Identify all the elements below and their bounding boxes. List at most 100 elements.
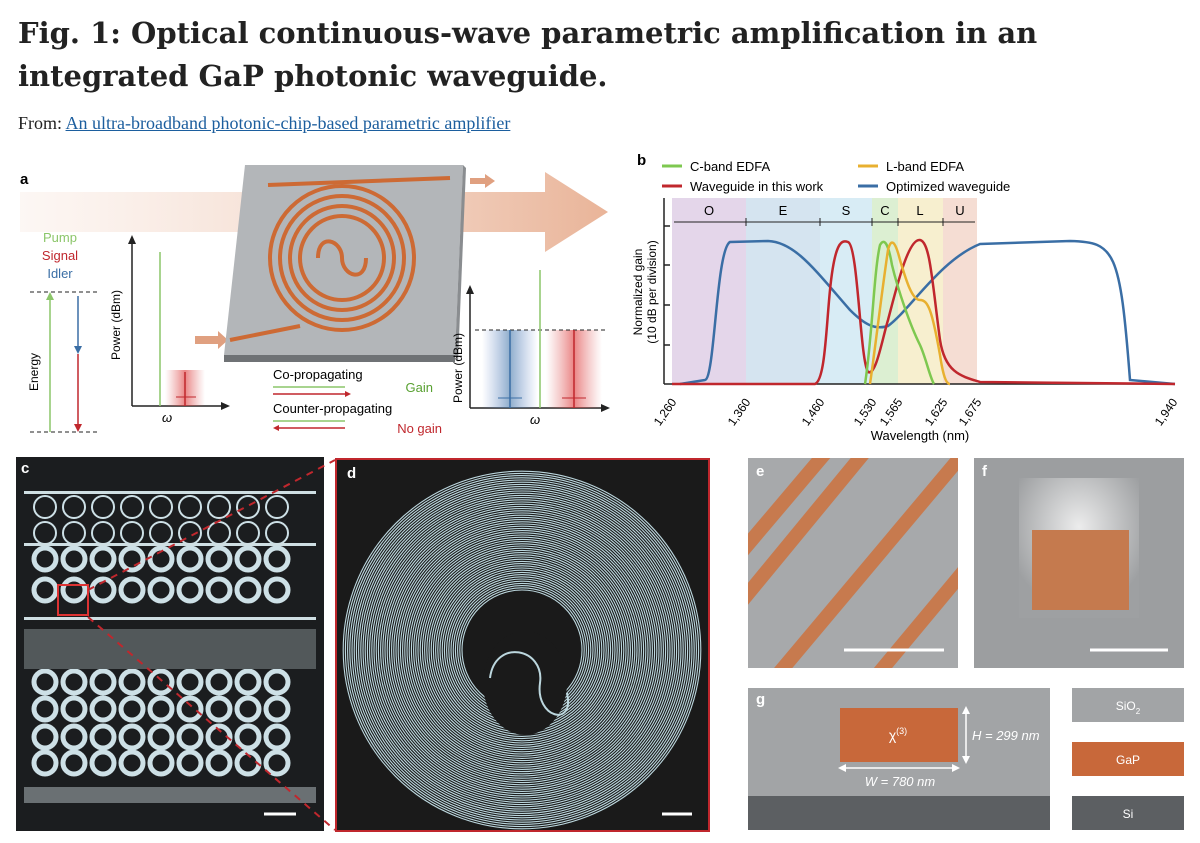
tick-1260: 1,260 (651, 395, 680, 428)
panel-f: f (974, 458, 1184, 668)
spiral-turn (355, 483, 689, 817)
spiral-turn (373, 501, 671, 799)
from-line: From: An ultra-broadband photonic-chip-b… (18, 113, 510, 134)
spiral-turn (344, 472, 700, 828)
x-axis-label: Wavelength (nm) (871, 428, 970, 443)
spiral-turn (408, 536, 636, 764)
spiral-turn (410, 538, 634, 762)
y-axis-label-1: Normalized gain (631, 249, 645, 336)
band-o (672, 198, 746, 384)
micro-ring (33, 495, 57, 519)
spiral-turn (388, 516, 656, 784)
spiral-turn (421, 549, 623, 751)
spiral-turn (415, 543, 629, 757)
tick-1565: 1,565 (877, 395, 906, 428)
spiral-turn (364, 492, 680, 808)
spiral-turn (417, 545, 627, 755)
spiral-turn (402, 530, 642, 770)
spiral-turn (360, 488, 684, 812)
counter-propagating-label: Counter-propagating (273, 401, 392, 416)
tick-1460: 1,460 (799, 395, 828, 428)
c-band-edfa-curve (863, 240, 936, 385)
spiral-turn (406, 534, 638, 766)
micro-ring (60, 723, 88, 751)
panel-a-label: a (20, 171, 29, 188)
gap-waveguide (840, 708, 958, 762)
spiral-turn (404, 532, 640, 768)
legend-optimized: Optimized waveguide (886, 179, 1010, 194)
spiral-turn (426, 554, 618, 746)
pump-label: Pump (43, 230, 77, 245)
spiral-turn (399, 527, 645, 773)
spiral-turn (430, 558, 614, 742)
spiral-turn (342, 470, 702, 830)
tick-1360: 1,360 (725, 395, 754, 428)
legend-sio2: SiO2 (1116, 699, 1141, 716)
figure-title: Fig. 1: Optical continuous-wave parametr… (18, 16, 1038, 93)
tick-1530: 1,530 (851, 395, 880, 428)
micro-ring (60, 576, 88, 604)
waveguide-this-work-curve (672, 238, 1176, 386)
legend-sio2-sub: 2 (1136, 707, 1141, 716)
si-substrate (748, 796, 1050, 830)
spiral-turn (424, 552, 620, 748)
spiral-turn (377, 505, 667, 795)
band-c (872, 198, 898, 384)
band-label-c: C (880, 203, 889, 218)
spiral-turn (347, 475, 697, 825)
spiral-turn (371, 499, 673, 801)
idler-label: Idler (47, 266, 73, 281)
width-label: W = 780 nm (865, 774, 936, 789)
micro-ring (60, 545, 88, 573)
panel-c-label: c (21, 460, 29, 477)
band-label-u: U (955, 203, 964, 218)
spiral-turn (369, 497, 675, 803)
spiral-turn (384, 512, 660, 788)
panel-g-label: g (756, 691, 765, 708)
gain-label: Gain (406, 380, 433, 395)
legend-l-band: L-band EDFA (886, 159, 964, 174)
panel-b: b C-band EDFA L-band EDFA Waveguide in t… (631, 152, 1181, 443)
legend-sio2-text: SiO (1116, 699, 1136, 713)
band-label-s: S (842, 203, 851, 218)
micro-ring (31, 695, 59, 723)
spiral-turn (351, 479, 693, 821)
micro-ring (62, 495, 86, 519)
micro-ring (31, 749, 59, 777)
band-e (746, 198, 820, 384)
chi-superscript: (3) (896, 726, 907, 736)
no-gain-label: No gain (397, 421, 442, 436)
signal-label: Signal (42, 248, 78, 263)
optimized-waveguide-curve (679, 239, 1176, 386)
panel-e: e (748, 458, 958, 668)
micro-ring (60, 668, 88, 696)
spiral-turn (353, 481, 691, 819)
output-arrow (470, 174, 495, 188)
band-label-o: O (704, 203, 714, 218)
y-axis-label-2: (10 dB per division) (645, 240, 659, 343)
legend-si: Si (1123, 807, 1134, 821)
panel-g: χ(3) H = 299 nm W = 780 nm g SiO2 GaP Si (748, 688, 1184, 830)
spiral-turn (397, 525, 647, 775)
spiral-turn (366, 494, 678, 806)
band-u (943, 198, 977, 384)
spiral-turn (382, 510, 662, 790)
input-arrow (195, 331, 228, 349)
panel-d: d (335, 458, 710, 832)
power-axis-left: Power (dBm) (109, 290, 123, 360)
tick-1625: 1,625 (922, 395, 951, 428)
micro-ring (31, 723, 59, 751)
tick-1675: 1,675 (956, 395, 985, 428)
legend-gap: GaP (1116, 753, 1140, 767)
chi-symbol: χ (889, 727, 897, 743)
micro-ring (60, 749, 88, 777)
article-link[interactable]: An ultra-broadband photonic-chip-based p… (65, 113, 511, 133)
panel-e-label: e (756, 463, 764, 480)
panel-f-label: f (982, 463, 988, 480)
spiral-turn (393, 521, 651, 779)
omega-left: ω (162, 410, 172, 425)
panel-c: c (16, 457, 324, 831)
spiral-turn (395, 523, 649, 777)
spiral-turn (358, 486, 686, 814)
chi-label: χ(3) (889, 726, 907, 743)
